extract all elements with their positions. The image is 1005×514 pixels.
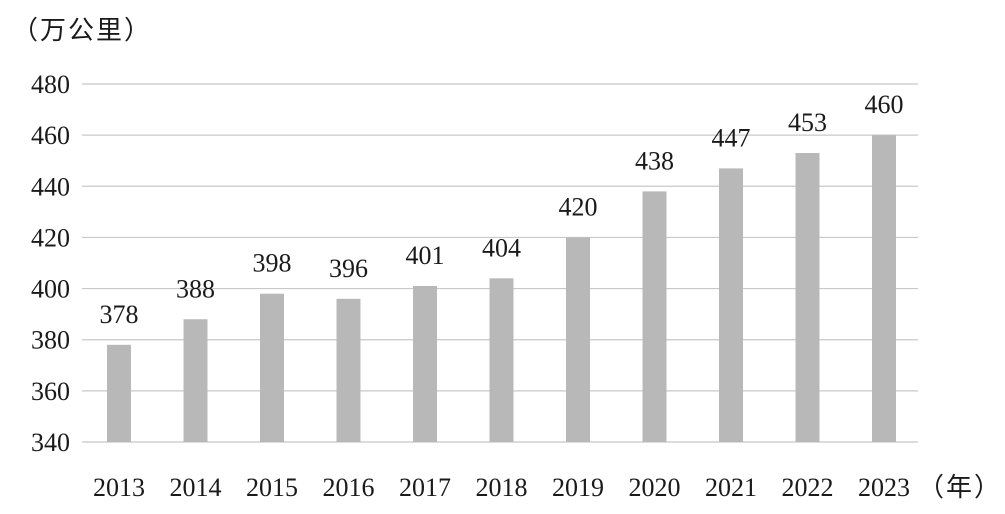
bar xyxy=(336,298,361,442)
x-tick-label: 2016 xyxy=(323,473,375,502)
y-tick-label: 360 xyxy=(31,377,70,406)
data-label: 398 xyxy=(253,249,292,278)
data-label: 460 xyxy=(865,90,904,119)
x-tick-label: 2018 xyxy=(476,473,528,502)
data-label: 447 xyxy=(712,123,751,152)
x-tick-label: 2023 xyxy=(858,473,910,502)
data-label: 388 xyxy=(176,274,215,303)
data-label: 453 xyxy=(788,108,827,137)
y-tick-label: 380 xyxy=(31,326,70,355)
bar xyxy=(642,191,667,442)
bar xyxy=(183,319,208,442)
bar xyxy=(489,278,514,442)
bar xyxy=(260,293,284,442)
x-tick-label: 2020 xyxy=(629,473,681,502)
bar xyxy=(566,237,590,442)
y-tick-label: 480 xyxy=(31,70,70,99)
x-tick-label: 2019 xyxy=(552,473,604,502)
x-tick-label: 2022 xyxy=(782,473,834,502)
bar xyxy=(872,135,896,442)
x-tick-label: 2017 xyxy=(399,473,451,502)
data-label: 401 xyxy=(406,241,445,270)
y-tick-label: 400 xyxy=(31,275,70,304)
y-tick-label: 340 xyxy=(31,428,70,457)
x-tick-label: 2014 xyxy=(170,473,222,502)
x-axis-unit-label: （年） xyxy=(918,473,1003,503)
data-label: 378 xyxy=(100,300,139,329)
y-tick-label: 460 xyxy=(31,121,70,150)
data-label: 396 xyxy=(329,254,368,283)
data-label: 420 xyxy=(559,192,598,221)
data-label: 438 xyxy=(635,146,674,175)
bar xyxy=(795,153,820,443)
x-tick-label: 2013 xyxy=(93,473,145,502)
y-axis-unit-label: （万公里） xyxy=(12,16,153,46)
data-label: 404 xyxy=(482,233,521,262)
bar xyxy=(107,344,131,442)
x-tick-label: 2015 xyxy=(246,473,298,502)
bar xyxy=(413,286,437,442)
y-tick-label: 440 xyxy=(31,172,70,201)
y-tick-label: 420 xyxy=(31,223,70,252)
bar xyxy=(719,168,743,442)
x-tick-label: 2021 xyxy=(705,473,757,502)
